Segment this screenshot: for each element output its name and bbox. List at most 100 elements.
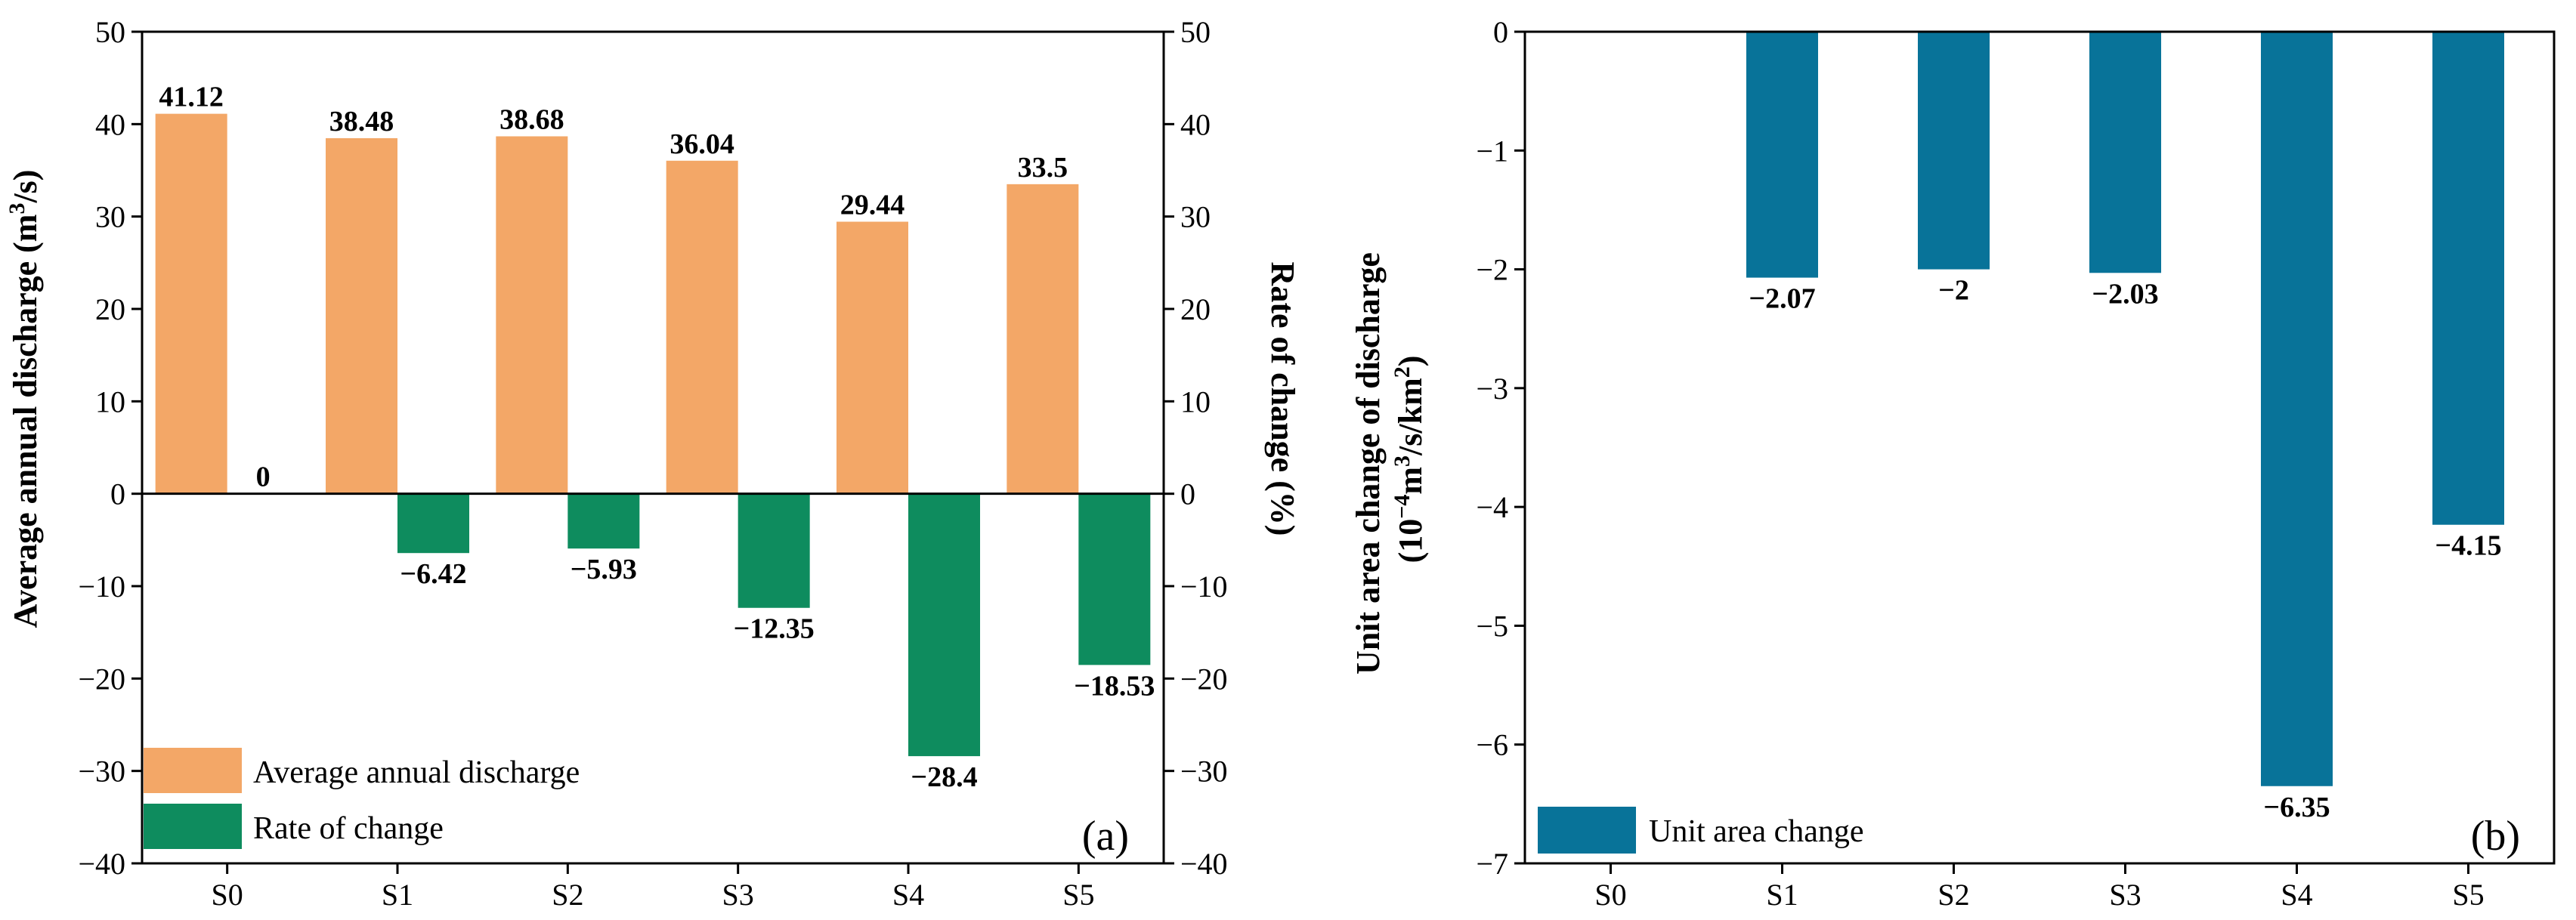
right-y-tick-label-20: 20 bbox=[1180, 292, 1211, 326]
panel-b-x-axis-ticks: S0 S1 S2 S3 S4 S5 bbox=[1594, 863, 2485, 912]
left-y-tick-label-50: 50 bbox=[95, 15, 125, 49]
panel-a-left-axis-title: Average annual discharge (m3/s) bbox=[5, 170, 44, 628]
y-tick-label--1: −1 bbox=[1476, 134, 1508, 168]
right-y-tick-label--10: −10 bbox=[1180, 570, 1228, 604]
bar-average-annual-discharge-s1 bbox=[326, 137, 397, 494]
panel-b: −2.07 −2 −2.03 −6.35 −4.15 −7 −6 −5 −4 −3 −2 −1 0 S… bbox=[1350, 15, 2556, 912]
panel-a-legend: Average annual discharge Rate of change bbox=[144, 748, 580, 849]
data-label-rate-of-change-s0: 0 bbox=[256, 462, 271, 493]
data-label-average-annual-discharge-s4: 29.44 bbox=[840, 190, 905, 221]
bar-rate-of-change-s2 bbox=[567, 493, 640, 549]
x-tick-label-s4: S4 bbox=[2281, 878, 2312, 912]
bar-unit-area-change-s5 bbox=[2432, 32, 2504, 525]
y-tick-label-0: 0 bbox=[1493, 15, 1508, 49]
bar-unit-area-change-s4 bbox=[2261, 32, 2333, 786]
x-tick-label-s3: S3 bbox=[722, 878, 754, 912]
x-tick-label-s3: S3 bbox=[2109, 878, 2141, 912]
right-y-tick-label--40: −40 bbox=[1180, 847, 1228, 881]
panel-a-right-axis-ticks: −40 −30 −20 −10 0 10 20 30 40 50 bbox=[1164, 15, 1228, 881]
left-y-tick-label--10: −10 bbox=[78, 570, 125, 604]
data-label-average-annual-discharge-s1: 38.48 bbox=[329, 106, 394, 137]
data-label-rate-of-change-s5: −18.53 bbox=[1074, 670, 1155, 702]
x-tick-label-s2: S2 bbox=[1937, 878, 1969, 912]
right-y-tick-label--20: −20 bbox=[1180, 662, 1228, 696]
y-tick-label--2: −2 bbox=[1476, 253, 1508, 287]
panel-a-label: (a) bbox=[1082, 813, 1129, 860]
panel-a: 41.12 0 38.48 −6.42 38.68 −5.93 36.04 −12.35 29.… bbox=[5, 15, 1301, 912]
bar-average-annual-discharge-s5 bbox=[1007, 184, 1079, 494]
panel-b-bar-labels: −2.07 −2 −2.03 −6.35 −4.15 bbox=[1749, 275, 2501, 823]
panel-b-y-axis-title: Unit area change of discharge (10−4m3/s/… bbox=[1350, 244, 1429, 675]
panel-a-right-axis-title: Rate of change (%) bbox=[1264, 262, 1301, 536]
x-tick-label-s1: S1 bbox=[382, 878, 413, 912]
bar-unit-area-change-s2 bbox=[1918, 32, 1990, 270]
right-y-tick-label--30: −30 bbox=[1180, 755, 1228, 789]
right-y-tick-label-40: 40 bbox=[1180, 107, 1211, 141]
right-y-tick-label-30: 30 bbox=[1180, 200, 1211, 234]
data-label-rate-of-change-s3: −12.35 bbox=[734, 613, 815, 645]
legend-label-rate-of-change: Rate of change bbox=[253, 811, 444, 846]
data-label-rate-of-change-s1: −6.42 bbox=[400, 558, 466, 590]
panel-a-x-axis-ticks: S0 S1 S2 S3 S4 S5 bbox=[212, 863, 1094, 912]
x-tick-label-s5: S5 bbox=[2452, 878, 2484, 912]
x-tick-label-s0: S0 bbox=[212, 878, 243, 912]
bar-average-annual-discharge-s2 bbox=[496, 136, 568, 494]
legend-swatch-unit-area-change bbox=[1538, 807, 1636, 854]
panel-b-legend: Unit area change bbox=[1538, 807, 1864, 854]
x-tick-label-s1: S1 bbox=[1766, 878, 1798, 912]
data-label-rate-of-change-s2: −5.93 bbox=[571, 554, 637, 585]
legend-label-average-annual-discharge: Average annual discharge bbox=[253, 755, 580, 790]
left-y-tick-label-10: 10 bbox=[95, 384, 125, 418]
y-tick-label--4: −4 bbox=[1476, 490, 1508, 524]
y-tick-label--6: −6 bbox=[1476, 728, 1508, 762]
panel-a-plot-frame bbox=[141, 30, 1165, 865]
bar-rate-of-change-s1 bbox=[397, 493, 469, 554]
panel-b-bars bbox=[1746, 32, 2504, 786]
panel-a-bars bbox=[155, 113, 1151, 757]
legend-label-unit-area-change: Unit area change bbox=[1649, 814, 1864, 849]
y-tick-label--5: −5 bbox=[1476, 609, 1508, 643]
x-tick-label-s2: S2 bbox=[552, 878, 583, 912]
data-label-average-annual-discharge-s0: 41.12 bbox=[159, 82, 224, 113]
bar-unit-area-change-s1 bbox=[1746, 32, 1818, 278]
panel-b-label: (b) bbox=[2471, 813, 2520, 860]
right-y-tick-label-50: 50 bbox=[1180, 15, 1211, 49]
left-y-tick-label--30: −30 bbox=[78, 755, 125, 789]
data-label-rate-of-change-s4: −28.4 bbox=[911, 761, 977, 793]
legend-swatch-average-annual-discharge bbox=[144, 748, 242, 793]
panel-b-plot-frame bbox=[1523, 30, 2556, 865]
data-label-unit-area-change-s2: −2 bbox=[1938, 275, 1969, 307]
bar-rate-of-change-s4 bbox=[908, 493, 980, 757]
data-label-average-annual-discharge-s5: 33.5 bbox=[1018, 152, 1068, 184]
bar-rate-of-change-s3 bbox=[738, 493, 810, 608]
left-y-tick-label-40: 40 bbox=[95, 107, 125, 141]
left-y-tick-label-30: 30 bbox=[95, 200, 125, 234]
data-label-unit-area-change-s4: −6.35 bbox=[2263, 792, 2330, 823]
left-y-tick-label-0: 0 bbox=[110, 477, 125, 511]
bar-average-annual-discharge-s3 bbox=[666, 160, 738, 494]
panel-b-y-axis-ticks: −7 −6 −5 −4 −3 −2 −1 0 bbox=[1476, 15, 1525, 881]
data-label-average-annual-discharge-s3: 36.04 bbox=[670, 128, 734, 160]
bar-average-annual-discharge-s4 bbox=[837, 221, 908, 494]
bar-unit-area-change-s3 bbox=[2089, 32, 2161, 273]
right-y-tick-label-10: 10 bbox=[1180, 384, 1211, 418]
legend-swatch-rate-of-change bbox=[144, 804, 242, 849]
left-y-tick-label-20: 20 bbox=[95, 292, 125, 326]
data-label-unit-area-change-s5: −4.15 bbox=[2435, 530, 2501, 562]
left-y-tick-label--20: −20 bbox=[78, 662, 125, 696]
panel-a-left-axis-ticks: −40 −30 −20 −10 0 10 20 30 40 50 bbox=[78, 15, 142, 881]
y-tick-label--3: −3 bbox=[1476, 372, 1508, 406]
right-y-tick-label-0: 0 bbox=[1180, 477, 1195, 511]
left-y-tick-label--40: −40 bbox=[78, 847, 125, 881]
data-label-average-annual-discharge-s2: 38.68 bbox=[499, 103, 564, 135]
data-label-unit-area-change-s3: −2.03 bbox=[2092, 278, 2158, 310]
data-label-unit-area-change-s1: −2.07 bbox=[1749, 283, 1815, 315]
x-tick-label-s5: S5 bbox=[1062, 878, 1094, 912]
x-tick-label-s0: S0 bbox=[1594, 878, 1626, 912]
panel-a-bar-labels: 41.12 0 38.48 −6.42 38.68 −5.93 36.04 −12.35 29.… bbox=[159, 82, 1155, 793]
bar-rate-of-change-s5 bbox=[1078, 493, 1151, 665]
y-tick-label--7: −7 bbox=[1476, 847, 1508, 881]
x-tick-label-s4: S4 bbox=[892, 878, 924, 912]
bar-average-annual-discharge-s0 bbox=[155, 113, 227, 494]
